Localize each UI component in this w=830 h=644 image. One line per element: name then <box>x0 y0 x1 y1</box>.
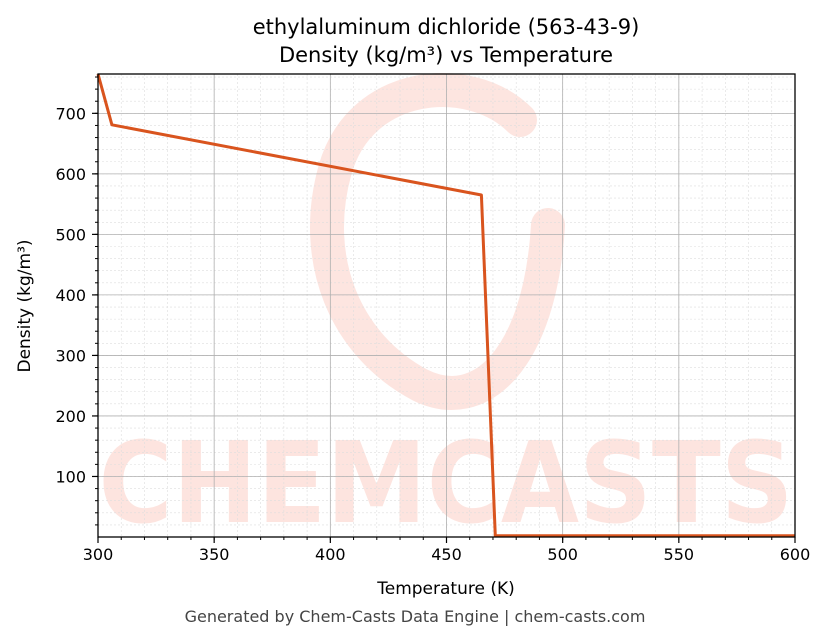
watermark: CHEMCASTS <box>99 73 794 549</box>
plot-area <box>96 73 795 538</box>
y-tick-label: 500 <box>55 225 86 244</box>
chart-title: ethylaluminum dichloride (563-43-9) <box>253 15 640 39</box>
y-tick-label: 600 <box>55 165 86 184</box>
x-tick-label: 550 <box>664 545 695 564</box>
y-tick-label: 300 <box>55 346 86 365</box>
density-line <box>96 73 795 538</box>
x-axis-ticks: 300 350 400 450 500 550 600 <box>83 537 811 564</box>
y-tick-label: 400 <box>55 286 86 305</box>
footer-credit: Generated by Chem-Casts Data Engine | ch… <box>184 607 646 626</box>
watermark-logo-arc <box>310 73 565 410</box>
x-tick-label: 500 <box>547 545 578 564</box>
y-axis-label: Density (kg/m³) <box>15 239 35 372</box>
watermark-text: CHEMCASTS <box>99 419 794 549</box>
x-axis-label: Temperature (K) <box>376 579 515 599</box>
y-tick-label: 200 <box>55 407 86 426</box>
y-tick-label: 700 <box>55 104 86 123</box>
y-axis-ticks: 100 200 300 400 500 600 700 <box>55 76 98 526</box>
x-tick-label: 300 <box>83 545 114 564</box>
x-tick-label: 400 <box>315 545 346 564</box>
x-tick-label: 600 <box>780 545 811 564</box>
x-tick-label: 350 <box>199 545 230 564</box>
x-tick-label: 450 <box>431 545 462 564</box>
y-tick-label: 100 <box>55 467 86 486</box>
chart-subtitle: Density (kg/m³) vs Temperature <box>279 43 613 67</box>
